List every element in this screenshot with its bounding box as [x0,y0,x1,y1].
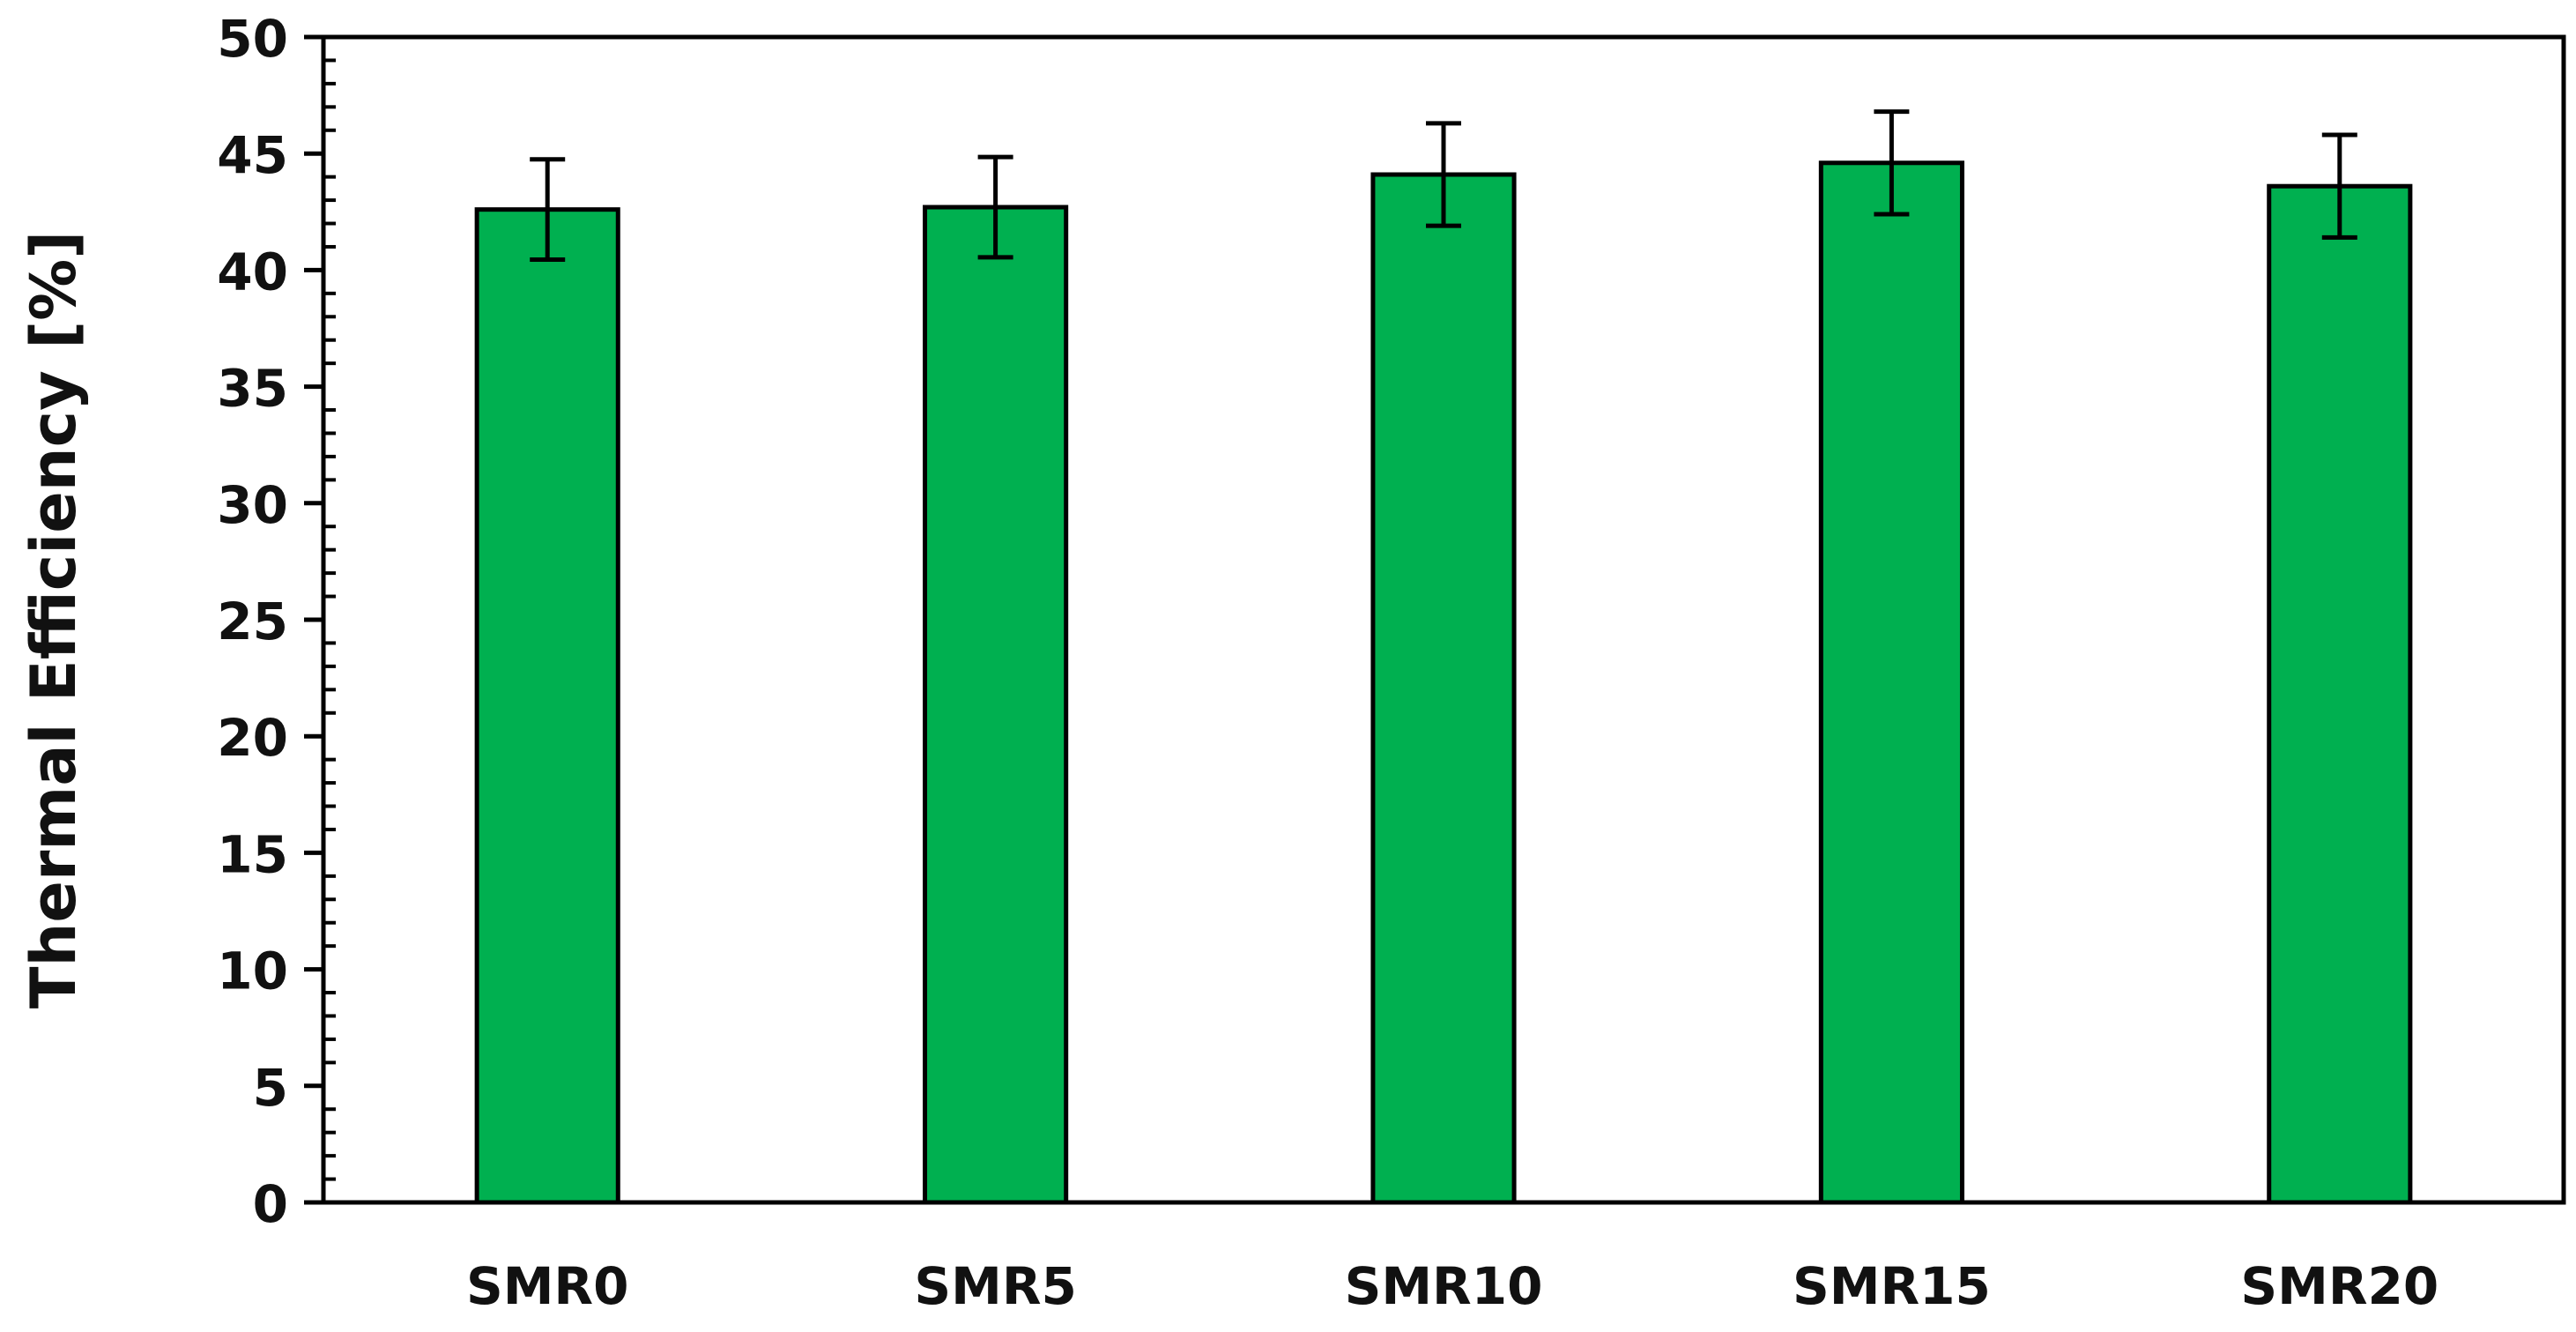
bar [2267,183,2413,1205]
y-minor-ticks [323,58,336,1181]
y-tick-label: 30 [217,475,288,535]
x-tick-label: SMR15 [1793,1256,1991,1316]
y-tick-label: 50 [217,9,288,69]
x-tick-label: SMR20 [2240,1256,2439,1316]
x-tick-label: SMR10 [1345,1256,1543,1316]
y-tick-label: 35 [217,359,288,419]
y-tick-label: 5 [253,1058,288,1118]
bar [1370,172,1517,1205]
y-tick-label: 20 [217,708,288,768]
y-tick-label: 0 [253,1174,288,1234]
y-tick-label: 10 [217,941,288,1001]
y-tick-labels: 0 5 10 15 20 25 30 35 40 45 50 [217,9,288,1234]
y-major-ticks [304,34,323,1205]
x-tick-labels: SMR0 SMR5 SMR10 SMR15 SMR20 [466,1256,2439,1316]
x-tick-label: SMR5 [914,1256,1077,1316]
bar [1818,160,1964,1205]
y-tick-label: 40 [217,242,288,301]
bar [474,207,620,1205]
bar [923,205,1069,1205]
y-tick-label: 15 [217,824,288,884]
y-tick-label: 45 [217,125,288,185]
x-tick-label: SMR0 [466,1256,629,1316]
error-bars [530,109,2357,263]
y-axis-title: Thermal Efficiency [%] [18,231,90,1008]
y-tick-label: 25 [217,592,288,651]
bars [474,160,2413,1205]
